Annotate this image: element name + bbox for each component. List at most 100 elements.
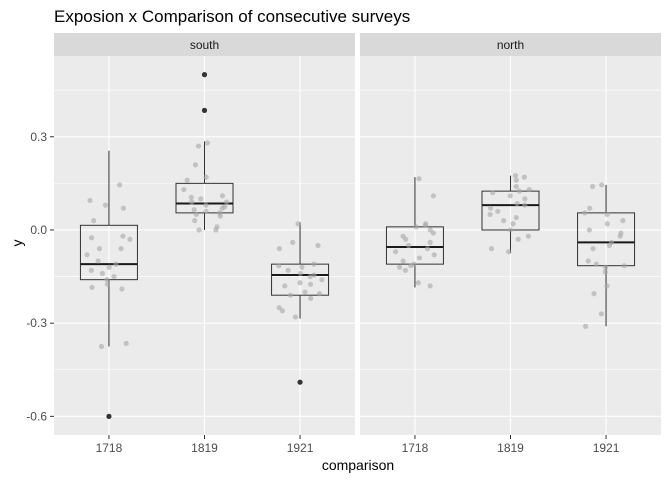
jitter-point xyxy=(513,177,519,183)
jitter-point xyxy=(590,183,596,190)
jitter-point xyxy=(415,280,421,286)
x-tick-label: 1819 xyxy=(497,441,524,455)
jitter-point xyxy=(488,246,495,252)
jitter-point xyxy=(521,174,527,180)
box-north-1718 xyxy=(385,176,444,289)
jitter-point xyxy=(405,242,412,249)
jitter-point xyxy=(104,281,111,287)
jitter-point xyxy=(111,273,117,280)
y-tick-label: -0.6 xyxy=(26,409,47,423)
jitter-point xyxy=(526,186,532,193)
box-north-1921 xyxy=(577,182,636,329)
box-iqr xyxy=(271,263,330,296)
jitter-point xyxy=(515,236,521,242)
jitter-point xyxy=(487,211,493,218)
jitter-point xyxy=(604,221,610,227)
jitter-point xyxy=(84,252,90,258)
jitter-point xyxy=(319,277,325,283)
jitter-point xyxy=(606,242,612,249)
jitter-point xyxy=(585,258,591,264)
jitter-point xyxy=(113,261,119,267)
jitter-point xyxy=(506,249,512,255)
x-tick-label: 1819 xyxy=(191,441,218,455)
y-axis-title: y xyxy=(9,240,25,247)
jitter-point xyxy=(507,193,513,199)
jitter-point xyxy=(196,227,202,233)
jitter-point xyxy=(403,236,409,242)
jitter-point xyxy=(203,208,209,214)
jitter-point xyxy=(120,233,126,239)
facet-panel-south: south 1718 1819 1921 xyxy=(54,33,355,455)
outlier-point xyxy=(297,379,303,385)
outlier-point xyxy=(201,107,208,113)
jitter-point xyxy=(621,263,627,269)
jitter-point xyxy=(297,270,304,277)
jitter-point xyxy=(431,252,437,258)
jitter-point xyxy=(510,221,516,227)
x-tick-label: 1718 xyxy=(402,441,429,455)
jitter-point xyxy=(316,291,323,297)
jitter-point xyxy=(95,258,101,264)
jitter-point xyxy=(88,267,94,273)
jitter-point xyxy=(495,208,501,214)
jitter-point xyxy=(276,246,282,252)
y-tick-label: 0.0 xyxy=(30,223,47,237)
chart-title: Exposion x Comparison of consecutive sur… xyxy=(54,7,410,26)
jitter-point xyxy=(123,340,129,346)
jitter-point xyxy=(604,283,610,289)
jitter-point xyxy=(87,197,93,204)
jitter-point xyxy=(416,255,423,261)
jitter-point xyxy=(302,289,308,295)
jitter-point xyxy=(127,236,133,242)
jitter-point xyxy=(513,214,519,221)
y-tick-label: -0.3 xyxy=(26,316,47,330)
y-tick-label: 0.3 xyxy=(30,130,47,144)
jitter-point xyxy=(427,283,433,289)
jitter-point xyxy=(99,270,106,277)
outlier-point xyxy=(106,413,112,419)
jitter-point xyxy=(508,227,514,233)
jitter-point xyxy=(307,273,313,280)
jitter-point xyxy=(603,264,609,270)
jitter-point xyxy=(98,343,105,350)
jitter-point xyxy=(522,196,528,202)
jitter-point xyxy=(299,264,305,270)
jitter-point xyxy=(591,291,597,297)
jitter-point xyxy=(311,272,317,278)
jitter-point xyxy=(424,246,431,252)
jitter-point xyxy=(295,221,301,227)
jitter-point xyxy=(599,182,605,188)
jitter-point xyxy=(598,311,605,317)
jitter-point xyxy=(188,194,194,200)
jitter-point xyxy=(525,233,531,239)
x-tick-label: 1921 xyxy=(287,441,314,455)
jitter-point xyxy=(203,174,209,180)
jitter-point xyxy=(308,295,314,301)
jitter-point xyxy=(587,205,593,211)
jitter-point xyxy=(297,280,303,286)
jitter-point xyxy=(307,281,314,287)
jitter-point xyxy=(430,193,437,199)
jitter-point xyxy=(96,246,103,252)
jitter-point xyxy=(602,269,608,275)
outlier-point xyxy=(201,72,208,78)
jitter-point xyxy=(586,227,592,233)
facet-strip-south xyxy=(54,33,355,56)
box-south-1718 xyxy=(79,150,138,419)
jitter-point xyxy=(513,183,519,190)
jitter-point xyxy=(118,246,124,252)
jitter-point xyxy=(582,210,588,216)
jitter-point xyxy=(287,292,294,298)
jitter-point xyxy=(91,218,97,224)
jitter-point xyxy=(195,143,202,149)
jitter-point xyxy=(402,267,409,273)
jitter-point xyxy=(290,239,296,245)
jitter-point xyxy=(276,305,282,311)
jitter-point xyxy=(593,261,599,267)
x-tick-label: 1718 xyxy=(96,441,123,455)
jitter-point xyxy=(219,193,226,199)
jitter-point xyxy=(617,233,623,239)
jitter-point xyxy=(223,199,230,205)
